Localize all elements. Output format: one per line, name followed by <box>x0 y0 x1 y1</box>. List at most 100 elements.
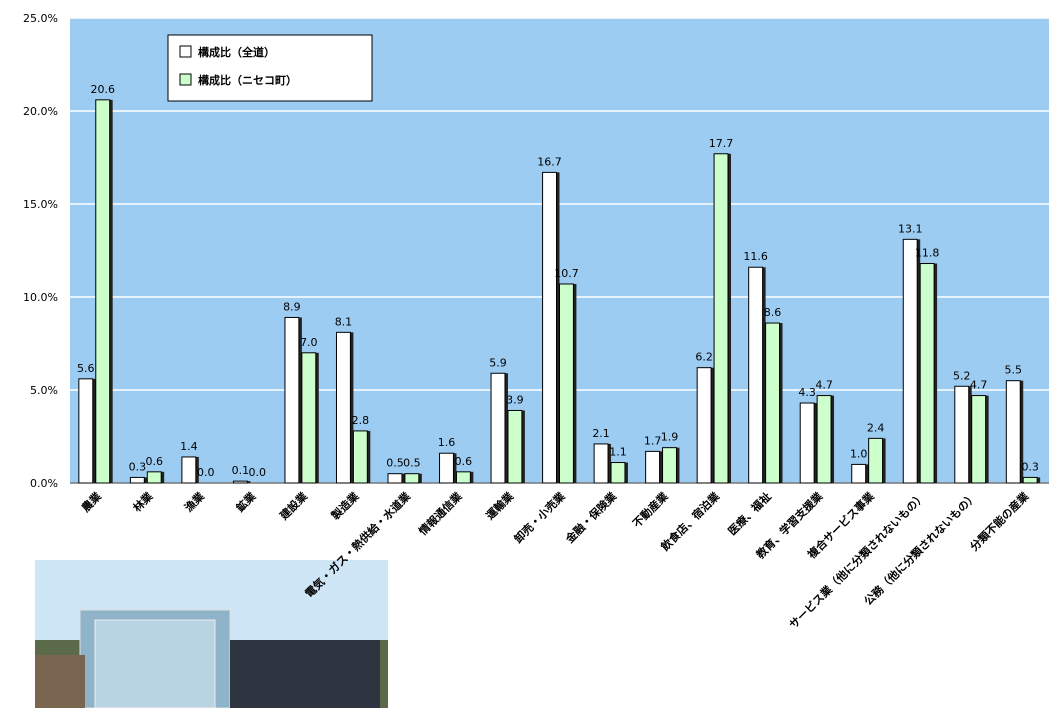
value-label: 1.7 <box>644 434 662 447</box>
value-label: 1.1 <box>609 446 627 459</box>
bar <box>713 153 729 484</box>
bar <box>1022 476 1038 484</box>
x-tick-label: 卸売・小売業 <box>511 489 568 546</box>
value-label: 6.2 <box>695 351 713 364</box>
bar <box>352 430 368 484</box>
bar <box>542 171 557 484</box>
value-label: 0.3 <box>129 460 147 473</box>
bar <box>902 238 918 484</box>
value-label: 11.8 <box>915 247 940 260</box>
bar <box>490 372 506 484</box>
x-tick-label: 建設業 <box>277 489 311 523</box>
bar <box>146 471 162 484</box>
value-label: 5.9 <box>489 356 507 369</box>
y-tick-label: 5.0% <box>30 384 58 397</box>
value-label: 5.5 <box>1005 364 1023 377</box>
legend-swatch <box>179 45 192 58</box>
bar <box>868 437 884 484</box>
bar <box>696 367 712 484</box>
value-label: 8.6 <box>764 306 782 319</box>
y-tick-label: 15.0% <box>23 198 58 211</box>
value-label: 2.8 <box>352 414 370 427</box>
value-label: 0.1 <box>232 464 250 477</box>
x-tick-label: 農業 <box>78 489 104 515</box>
value-label: 16.7 <box>537 155 562 168</box>
x-tick-label: 金融・保険業 <box>562 489 620 547</box>
legend: 構成比（全道） 構成比（ニセコ町） <box>167 34 373 102</box>
x-tick-label: 漁業 <box>181 489 207 515</box>
bar <box>919 263 935 484</box>
bar <box>954 385 970 484</box>
value-label: 7.0 <box>300 336 318 349</box>
bar <box>95 99 111 484</box>
x-tick-label: 鉱業 <box>233 489 259 515</box>
bar <box>335 331 351 484</box>
x-tick-label: 不動産業 <box>630 489 672 531</box>
bar <box>78 378 94 484</box>
bar <box>799 402 815 484</box>
legend-box <box>167 34 373 102</box>
legend-label: 構成比（全道） <box>198 45 275 59</box>
y-tick-label: 0.0% <box>30 477 58 490</box>
x-tick-label: 公務（他に分類されないもの） <box>861 489 980 608</box>
legend-label: 構成比（ニセコ町） <box>198 73 297 87</box>
bar <box>971 395 987 484</box>
bar <box>610 462 626 484</box>
bar <box>765 322 781 484</box>
bar <box>404 473 420 484</box>
value-label: 5.6 <box>77 362 95 375</box>
value-label: 4.7 <box>815 379 833 392</box>
bar <box>284 316 300 484</box>
value-label: 10.7 <box>554 267 579 280</box>
photo <box>35 560 388 709</box>
bar <box>1005 380 1021 484</box>
value-label: 8.9 <box>283 300 301 313</box>
bar <box>559 283 574 484</box>
x-tick-label: 林業 <box>130 489 156 515</box>
bar <box>851 463 867 484</box>
x-tick-label: 情報通信業 <box>416 489 465 538</box>
value-label: 11.6 <box>743 250 768 263</box>
bar <box>748 266 764 484</box>
value-label: 1.4 <box>180 440 198 453</box>
value-label: 13.1 <box>898 222 923 235</box>
bar <box>232 480 248 484</box>
bar <box>387 473 403 484</box>
value-label: 0.6 <box>145 455 163 468</box>
bar <box>181 456 197 484</box>
bar <box>645 450 661 484</box>
bar <box>129 476 145 484</box>
x-tick-label: 運輸業 <box>483 489 517 523</box>
value-label: 1.6 <box>438 436 456 449</box>
value-label: 5.2 <box>953 369 971 382</box>
y-tick-label: 10.0% <box>23 291 58 304</box>
value-label: 0.5 <box>403 457 421 470</box>
y-tick-label: 25.0% <box>23 12 58 25</box>
value-label: 0.0 <box>197 466 215 479</box>
bar <box>507 409 523 484</box>
value-label: 8.1 <box>335 315 353 328</box>
value-label: 20.6 <box>90 83 115 96</box>
value-label: 0.6 <box>455 455 473 468</box>
value-label: 2.1 <box>592 427 610 440</box>
value-label: 17.7 <box>709 137 734 150</box>
value-label: 0.0 <box>249 466 267 479</box>
x-tick-label: 医療、福祉 <box>725 489 774 538</box>
value-label: 0.3 <box>1021 460 1039 473</box>
legend-swatch <box>179 73 192 86</box>
value-label: 4.3 <box>798 386 816 399</box>
bar <box>301 352 317 484</box>
bar <box>439 452 454 484</box>
value-label: 0.5 <box>386 457 404 470</box>
value-label: 3.9 <box>506 393 524 406</box>
value-label: 1.0 <box>850 447 868 460</box>
x-tick-label: 製造業 <box>328 489 363 524</box>
value-label: 2.4 <box>867 421 885 434</box>
y-tick-label: 20.0% <box>23 105 58 118</box>
value-label: 4.7 <box>970 379 988 392</box>
bar <box>662 447 677 484</box>
bar <box>593 443 609 484</box>
value-label: 1.9 <box>661 431 679 444</box>
bar <box>455 471 471 484</box>
